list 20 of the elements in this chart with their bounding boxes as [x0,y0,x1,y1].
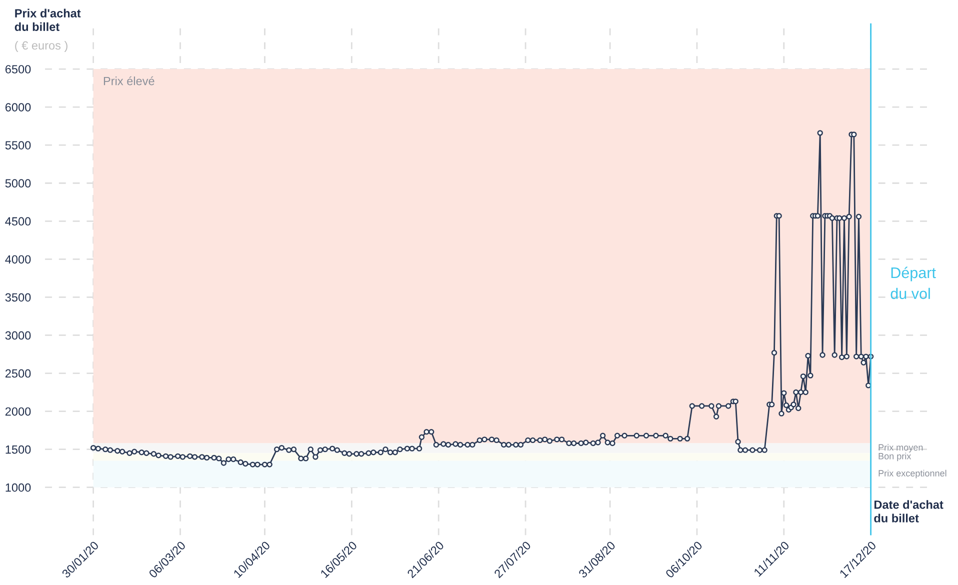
y-tick-label: 2000 [5,407,31,416]
band-label: Bon prix [878,452,912,462]
y-tick-label: 2500 [5,369,31,378]
band-label: Prix élevé [104,76,154,86]
y-tick-label: 5500 [5,141,31,150]
y-axis-title: Prix d'achat du billet [14,8,81,32]
band-label: Prix exceptionnel [878,470,946,478]
y-tick-label: 4000 [5,255,31,264]
band-label: Prix moyen [878,444,923,452]
y-tick-label: 3500 [5,293,31,302]
y-tick-label: 6500 [5,65,31,74]
ref-line-label: Départ du vol [890,266,936,300]
y-tick-label: 1500 [6,445,31,454]
x-axis-title: Date d'achat du billet [874,500,944,522]
y-tick-label: 5000 [5,179,31,188]
y-tick-label: 4500 [5,217,31,226]
y-tick-label: 1000 [6,483,31,492]
y-tick-label: 6000 [5,103,31,112]
y-tick-label: 3000 [5,331,31,340]
annotation: ( € euros ) [15,40,68,52]
